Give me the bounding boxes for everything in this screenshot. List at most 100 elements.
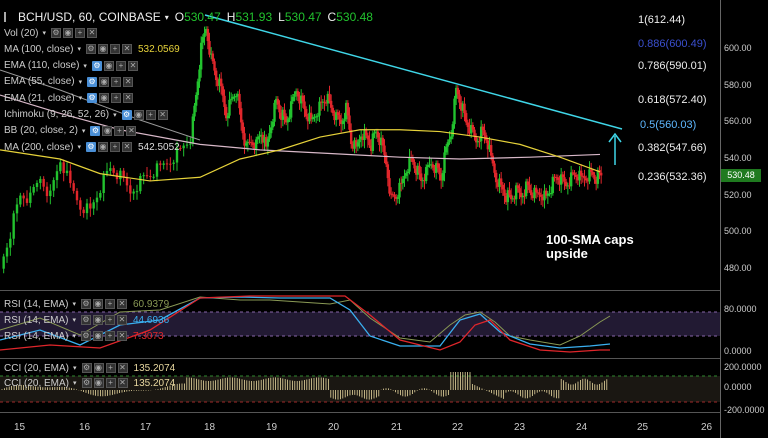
gear-icon[interactable]: ⚙ — [91, 60, 102, 71]
dropdown-arrow-icon[interactable]: ▾ — [77, 144, 81, 152]
add-icon[interactable]: + — [104, 315, 115, 325]
indicator-row[interactable]: MA (200, close) ▾ ⚙ ◉ + ✕ 542.5052 — [4, 140, 180, 154]
dropdown-arrow-icon[interactable]: ▾ — [72, 333, 76, 340]
eye-icon[interactable]: ◉ — [98, 142, 108, 153]
candle-body — [463, 103, 466, 114]
candle-body — [496, 182, 500, 187]
candle-body — [416, 165, 420, 175]
add-icon[interactable]: + — [105, 378, 116, 388]
gear-icon[interactable]: ⚙ — [86, 142, 96, 153]
candle-body — [543, 190, 546, 201]
close-icon[interactable]: ✕ — [126, 125, 137, 136]
add-icon[interactable]: + — [115, 60, 126, 71]
dropdown-arrow-icon[interactable]: ▾ — [73, 365, 77, 372]
eye-icon[interactable]: ◉ — [103, 60, 114, 71]
gear-icon[interactable]: ⚙ — [50, 28, 61, 38]
close-icon[interactable]: ✕ — [116, 315, 127, 325]
indicator-row[interactable]: EMA (21, close) ▾ ⚙ ◉ + ✕ — [4, 91, 134, 105]
candle-body — [389, 193, 393, 195]
eye-icon[interactable]: ◉ — [99, 93, 110, 104]
add-icon[interactable]: + — [111, 76, 122, 87]
symbol-label[interactable]: BCH/USD, 60, COINBASE — [18, 10, 161, 24]
close-icon[interactable]: ✕ — [123, 93, 134, 104]
dropdown-arrow-icon[interactable]: ▾ — [78, 95, 83, 103]
gear-icon[interactable]: ⚙ — [87, 93, 98, 104]
dropdown-arrow-icon[interactable]: ▾ — [72, 317, 76, 324]
rsi-legend-row[interactable]: RSI (14, EMA) ▾ ⚙ ◉ + ✕ 7.3073 — [4, 329, 164, 343]
indicator-row[interactable]: EMA (55, close) ▾ ⚙ ◉ + ✕ — [4, 75, 134, 89]
add-icon[interactable]: + — [111, 93, 122, 104]
eye-icon[interactable]: ◉ — [93, 378, 104, 388]
candle-body — [593, 174, 596, 180]
indicator-row[interactable]: EMA (110, close) ▾ ⚙ ◉ + ✕ — [4, 59, 138, 73]
close-icon[interactable]: ✕ — [127, 60, 138, 71]
eye-icon[interactable]: ◉ — [92, 315, 103, 325]
eye-icon[interactable]: ◉ — [133, 109, 144, 120]
gear-icon[interactable]: ⚙ — [81, 363, 92, 373]
indicator-row[interactable]: BB (20, close, 2) ▾ ⚙ ◉ + ✕ — [4, 124, 137, 138]
indicator-name: BB (20, close, 2) — [4, 125, 78, 137]
dropdown-arrow-icon[interactable]: ▾ — [77, 46, 81, 54]
close-icon[interactable]: ✕ — [122, 44, 132, 55]
gear-icon[interactable]: ⚙ — [121, 109, 132, 120]
add-icon[interactable]: + — [145, 109, 156, 120]
close-icon[interactable]: ✕ — [122, 142, 132, 153]
eye-icon[interactable]: ◉ — [92, 331, 103, 341]
add-icon[interactable]: + — [104, 331, 115, 341]
dropdown-arrow-icon[interactable]: ▾ — [72, 301, 76, 308]
price-axis[interactable] — [720, 0, 768, 438]
eye-icon[interactable]: ◉ — [102, 125, 113, 136]
eye-icon[interactable]: ◉ — [62, 28, 73, 38]
gear-icon[interactable]: ⚙ — [86, 44, 96, 55]
gear-icon[interactable]: ⚙ — [90, 125, 101, 136]
candle-body — [175, 147, 179, 163]
candle-body — [266, 139, 270, 147]
gear-icon[interactable]: ⚙ — [80, 331, 91, 341]
indicator-row[interactable]: Ichimoku (9, 26, 52, 26) ▾ ⚙ ◉ + ✕ — [4, 108, 168, 122]
dropdown-arrow-icon[interactable]: ▾ — [81, 127, 86, 135]
eye-icon[interactable]: ◉ — [92, 299, 103, 309]
candle-body — [591, 171, 595, 175]
add-icon[interactable]: + — [74, 28, 85, 38]
add-icon[interactable]: + — [104, 299, 115, 309]
dropdown-arrow-icon[interactable]: ▾ — [42, 30, 46, 37]
close-icon[interactable]: ✕ — [116, 299, 127, 309]
indicator-row[interactable]: Vol (20) ▾ ⚙ ◉ + ✕ — [4, 26, 97, 40]
dropdown-arrow-icon[interactable]: ▾ — [83, 62, 87, 70]
eye-icon[interactable]: ◉ — [93, 363, 104, 373]
candle-body — [534, 187, 538, 193]
add-icon[interactable]: + — [110, 142, 120, 153]
candle-body — [589, 169, 593, 172]
candle-body — [309, 112, 313, 120]
close-icon[interactable]: ✕ — [86, 28, 97, 38]
close-icon[interactable]: ✕ — [117, 363, 128, 373]
indicator-row[interactable]: MA (100, close) ▾ ⚙ ◉ + ✕ 532.0569 — [4, 42, 180, 56]
gear-icon[interactable]: ⚙ — [80, 315, 91, 325]
candle-body — [296, 91, 300, 97]
chart-flag-icon[interactable] — [4, 12, 14, 22]
gear-icon[interactable]: ⚙ — [87, 76, 98, 87]
dropdown-arrow-icon[interactable]: ▾ — [113, 111, 117, 119]
eye-icon[interactable]: ◉ — [99, 76, 110, 87]
close-icon[interactable]: ✕ — [116, 331, 127, 341]
add-icon[interactable]: + — [105, 363, 116, 373]
close-icon[interactable]: ✕ — [117, 378, 128, 388]
rsi-legend-row[interactable]: RSI (14, EMA) ▾ ⚙ ◉ + ✕ 60.9379 — [4, 297, 169, 311]
cci-legend-row[interactable]: CCI (20, EMA) ▾ ⚙ ◉ + ✕ 135.2074 — [4, 376, 175, 390]
close-icon[interactable]: ✕ — [157, 109, 168, 120]
price-tick: 580.00 — [724, 79, 752, 90]
gear-icon[interactable]: ⚙ — [80, 299, 91, 309]
price-tick: 500.00 — [724, 226, 752, 237]
close-icon[interactable]: ✕ — [123, 76, 134, 87]
rsi-legend-row[interactable]: RSI (14, EMA) ▾ ⚙ ◉ + ✕ 44.6936 — [4, 313, 169, 327]
candle-body — [486, 140, 490, 150]
candle-body — [32, 186, 35, 193]
dropdown-arrow-icon[interactable]: ▾ — [78, 78, 83, 86]
add-icon[interactable]: + — [114, 125, 125, 136]
dropdown-arrow-icon[interactable]: ▾ — [73, 380, 77, 387]
gear-icon[interactable]: ⚙ — [81, 378, 92, 388]
cci-legend-row[interactable]: CCI (20, EMA) ▾ ⚙ ◉ + ✕ 135.2074 — [4, 361, 175, 375]
dropdown-arrow-icon[interactable]: ▾ — [164, 12, 169, 22]
eye-icon[interactable]: ◉ — [98, 44, 108, 55]
add-icon[interactable]: + — [110, 44, 120, 55]
